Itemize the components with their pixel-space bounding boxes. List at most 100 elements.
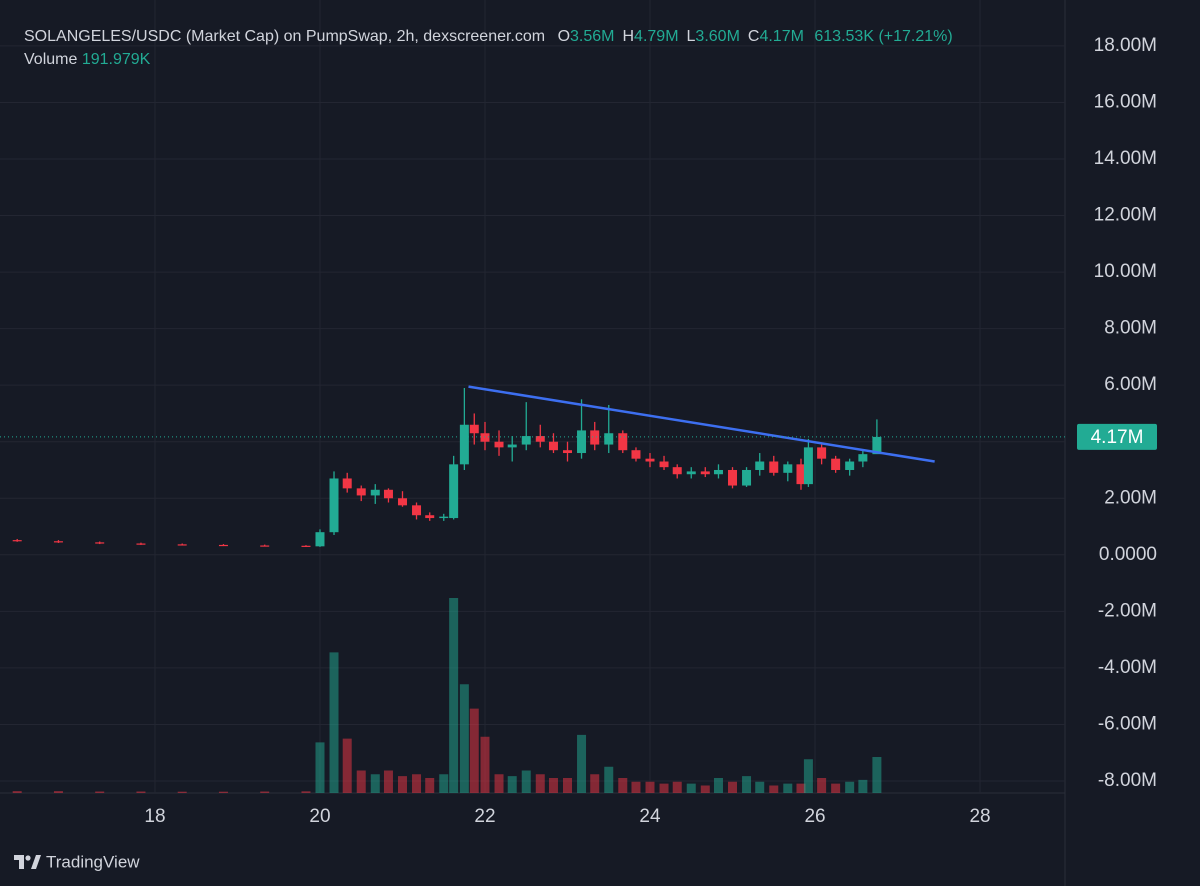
- candle-body: [563, 450, 573, 454]
- candle-body: [604, 433, 614, 445]
- volume-bar: [700, 785, 710, 793]
- volume-bar: [12, 791, 22, 793]
- volume-bar: [342, 738, 352, 793]
- volume-bar: [783, 783, 793, 793]
- ohlc-value: 3.56M: [570, 28, 615, 45]
- candle-body: [469, 424, 479, 434]
- candle-body: [686, 471, 696, 475]
- volume-bar: [260, 791, 270, 793]
- volume-bar: [686, 783, 696, 793]
- candle-body: [872, 436, 882, 455]
- y-tick-label: -4.00M: [1098, 657, 1157, 678]
- candle-body: [535, 436, 545, 442]
- candle-body: [218, 544, 228, 547]
- candle-body: [783, 464, 793, 473]
- candle-body: [618, 433, 628, 451]
- candle-body: [672, 467, 682, 475]
- candle-body: [177, 544, 187, 546]
- y-tick-label: 16.00M: [1094, 91, 1157, 112]
- volume-bar: [469, 708, 479, 793]
- candle-body: [548, 441, 558, 451]
- candle-body: [590, 430, 600, 445]
- ohlc-key: C: [747, 28, 760, 45]
- ohlc-key: O: [557, 28, 571, 45]
- volume-bar: [548, 778, 558, 793]
- volume-bar: [845, 781, 855, 793]
- candle-body: [95, 542, 105, 544]
- candle-body: [755, 461, 765, 470]
- candle-body: [713, 469, 723, 475]
- candle-body: [459, 424, 469, 465]
- logo-slash: [31, 855, 41, 869]
- candle-body: [397, 498, 407, 506]
- volume-bar: [494, 774, 504, 793]
- candle-body: [817, 447, 827, 459]
- volume-bar: [604, 766, 614, 793]
- y-tick-label: 0.0000: [1099, 544, 1157, 565]
- volume-bar: [425, 778, 435, 793]
- volume-bar: [590, 774, 600, 793]
- candle-body: [53, 541, 63, 543]
- y-tick-label: 2.00M: [1104, 487, 1157, 508]
- volume-bar: [95, 791, 105, 793]
- ohlc-value: 4.17M: [759, 28, 804, 45]
- ohlc-value: 4.79M: [634, 28, 679, 45]
- volume-bar: [858, 779, 868, 793]
- last-price-tag: [1077, 423, 1157, 450]
- volume-bar: [480, 736, 490, 793]
- logo-mark: [14, 855, 24, 869]
- candle-body: [412, 505, 422, 516]
- volume-bar: [742, 776, 752, 793]
- volume-bar: [449, 598, 459, 793]
- volume-bar: [769, 785, 779, 793]
- volume-bar: [136, 791, 146, 793]
- volume-bar: [755, 781, 765, 793]
- volume-bar: [315, 742, 325, 793]
- candle-body: [449, 464, 459, 519]
- change: 613.53K: [814, 28, 874, 45]
- candle-body: [301, 545, 311, 547]
- legend-row: SOLANGELES/USDC (Market Cap) on PumpSwap…: [24, 28, 953, 46]
- y-tick-label: 6.00M: [1104, 374, 1157, 395]
- candle-body: [645, 458, 655, 462]
- logo-dot: [25, 855, 31, 861]
- volume-bar: [563, 778, 573, 793]
- candle-body: [329, 478, 339, 533]
- x-tick-label: 26: [804, 806, 825, 827]
- y-tick-label: -8.00M: [1098, 770, 1157, 791]
- volume-bar: [412, 774, 422, 793]
- candle-body: [260, 545, 270, 547]
- volume-bar: [383, 770, 393, 793]
- change-pct: (+17.21%): [878, 28, 953, 45]
- volume-bar: [659, 783, 669, 793]
- chart-title: SOLANGELES/USDC (Market Cap) on PumpSwap…: [24, 28, 546, 45]
- y-tick-label: 12.00M: [1094, 205, 1157, 226]
- volume-value: 191.979K: [81, 51, 151, 68]
- candle-body: [659, 461, 669, 468]
- candle-body: [521, 436, 531, 445]
- candle-body: [356, 488, 366, 496]
- candle-body: [315, 532, 325, 547]
- candle-body: [136, 543, 146, 545]
- y-tick-label: -2.00M: [1098, 600, 1157, 621]
- watermark: TradingView: [14, 852, 140, 871]
- volume-row: Volume 191.979K: [24, 51, 150, 69]
- volume-bar: [521, 770, 531, 793]
- x-tick-label: 20: [309, 806, 330, 827]
- volume-bar: [631, 781, 641, 793]
- volume-label: Volume: [24, 51, 78, 68]
- volume-bar: [218, 791, 228, 793]
- candle-body: [342, 478, 352, 489]
- volume-bar: [645, 781, 655, 793]
- candle-body: [507, 444, 517, 448]
- volume-bar: [577, 734, 587, 793]
- x-tick-label: 22: [474, 806, 495, 827]
- candle-body: [700, 471, 710, 475]
- x-tick-label: 28: [969, 806, 990, 827]
- candle-body: [728, 469, 738, 486]
- ohlc-key: H: [622, 28, 635, 45]
- candle-body: [742, 469, 752, 486]
- volume-bar: [713, 778, 723, 793]
